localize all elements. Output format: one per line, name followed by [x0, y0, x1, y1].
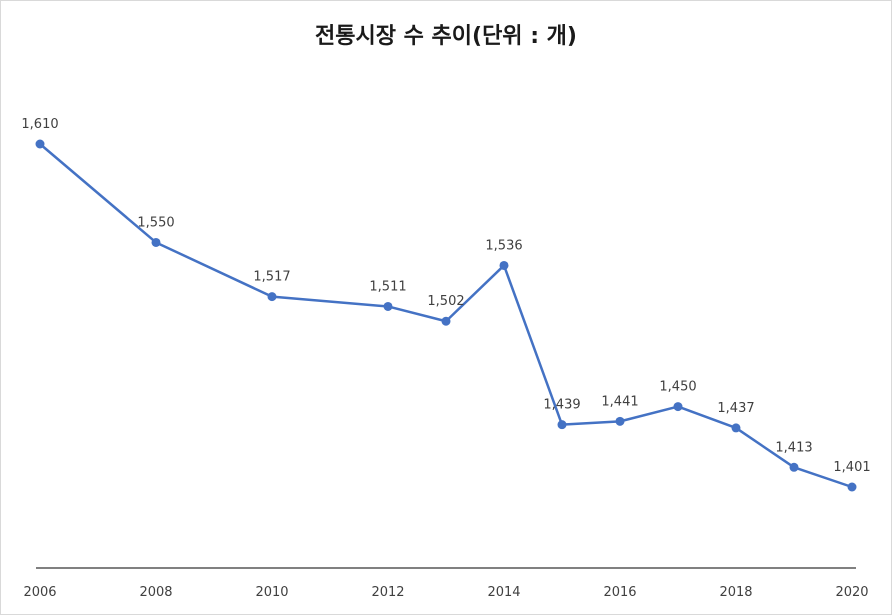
data-label: 1,610: [21, 117, 58, 132]
data-point: [673, 402, 683, 412]
data-label: 1,511: [369, 279, 406, 294]
data-label: 1,502: [427, 294, 464, 309]
data-point: [151, 237, 161, 247]
x-tick-label: 2012: [371, 585, 404, 600]
data-point: [615, 416, 625, 426]
x-tick-label: 2018: [719, 585, 752, 600]
data-point: [731, 423, 741, 433]
data-point: [499, 260, 509, 270]
data-label: 1,517: [253, 270, 290, 285]
data-label: 1,413: [775, 440, 812, 455]
chart-title: 전통시장 수 추이(단위 : 개): [315, 24, 577, 49]
data-point: [847, 482, 857, 492]
x-tick-label: 2014: [487, 585, 520, 600]
data-point: [557, 420, 567, 430]
data-label: 1,536: [485, 238, 522, 253]
data-label: 1,441: [601, 394, 638, 409]
data-points: [35, 139, 857, 492]
data-labels: 1,610 1,550 1,517 1,511 1,502 1,536 1,439 1,441…: [21, 117, 870, 475]
x-tick-label: 2020: [835, 585, 868, 600]
x-tick-label: 2010: [255, 585, 288, 600]
data-point: [789, 462, 799, 472]
data-point: [267, 292, 277, 302]
x-tick-label: 2016: [603, 585, 636, 600]
x-tick-labels: 2006 2008 2010 2012 2014 2016 2018 2020: [23, 585, 868, 600]
data-point: [35, 139, 45, 149]
data-label: 1,437: [717, 401, 754, 416]
series-line: [39, 143, 853, 489]
data-label: 1,550: [137, 215, 174, 230]
data-point: [441, 316, 451, 326]
x-tick-label: 2006: [23, 585, 56, 600]
data-point: [383, 301, 393, 311]
data-label: 1,450: [659, 380, 696, 395]
data-label: 1,439: [543, 398, 580, 413]
x-tick-label: 2008: [139, 585, 172, 600]
data-label: 1,401: [833, 460, 870, 475]
